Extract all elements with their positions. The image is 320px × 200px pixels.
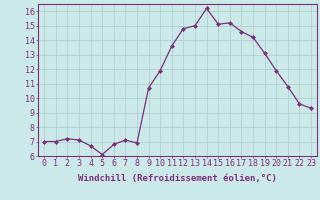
X-axis label: Windchill (Refroidissement éolien,°C): Windchill (Refroidissement éolien,°C) xyxy=(78,174,277,183)
